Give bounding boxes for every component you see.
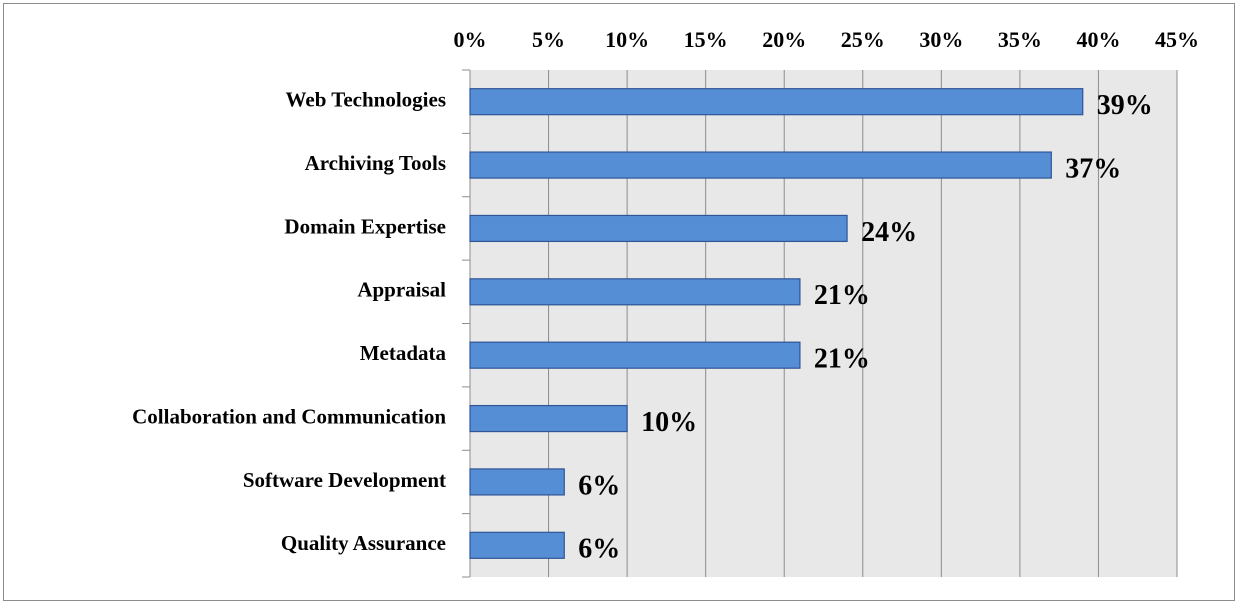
x-tick-label: 0% — [454, 27, 487, 52]
x-tick-label: 15% — [684, 27, 728, 52]
x-tick-label: 25% — [841, 27, 885, 52]
value-label: 21% — [814, 344, 870, 375]
bar — [469, 341, 801, 369]
x-tick-label: 20% — [762, 27, 806, 52]
category-label: Archiving Tools — [305, 151, 446, 175]
x-tick-label: 45% — [1155, 27, 1199, 52]
value-label: 39% — [1097, 90, 1153, 121]
bar — [469, 88, 1084, 116]
category-label: Domain Expertise — [284, 214, 446, 238]
category-label: Quality Assurance — [281, 531, 446, 555]
value-label: 37% — [1065, 153, 1121, 184]
x-tick-label: 10% — [605, 27, 649, 52]
value-label: 24% — [861, 217, 917, 248]
value-label: 6% — [578, 470, 620, 501]
x-tick-label: 35% — [998, 27, 1042, 52]
value-label: 10% — [641, 407, 697, 438]
bar — [469, 531, 565, 559]
category-label: Software Development — [243, 468, 446, 492]
category-label: Appraisal — [357, 278, 446, 302]
bar — [469, 151, 1052, 179]
category-label: Metadata — [360, 341, 447, 365]
x-tick-label: 30% — [919, 27, 963, 52]
bar — [469, 214, 848, 243]
x-tick-label: 40% — [1076, 27, 1120, 52]
plot-area — [470, 70, 1177, 577]
x-tick-label: 5% — [532, 27, 565, 52]
bar — [469, 404, 628, 433]
value-label: 6% — [578, 534, 620, 565]
value-label: 21% — [814, 280, 870, 311]
bar — [469, 468, 565, 496]
bar — [469, 278, 801, 306]
category-label: Collaboration and Communication — [132, 404, 446, 428]
category-label: Web Technologies — [286, 88, 446, 112]
